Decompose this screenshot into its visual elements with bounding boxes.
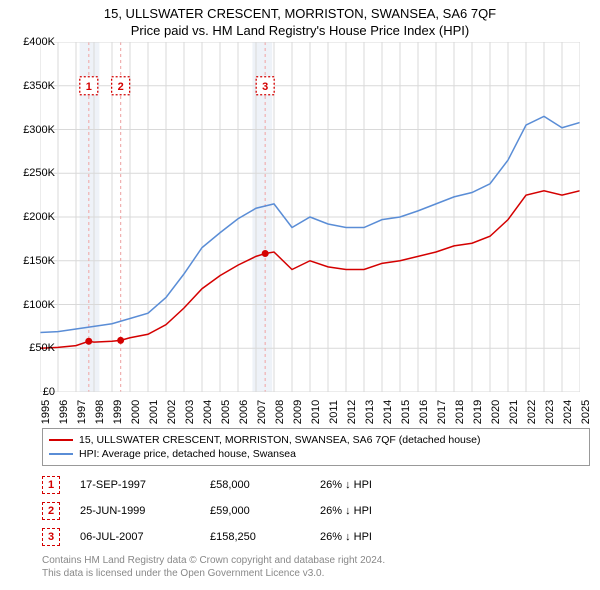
- sale-row: 3 06-JUL-2007 £158,250 26% ↓ HPI: [42, 524, 590, 550]
- svg-text:2: 2: [118, 81, 124, 93]
- chart-area: 123 £0£50K£100K£150K£200K£250K£300K£350K…: [40, 42, 600, 422]
- x-axis-tick-label: 2025: [580, 400, 592, 424]
- x-axis-tick-label: 1999: [112, 400, 124, 424]
- x-axis-tick-label: 2013: [364, 400, 376, 424]
- x-axis-tick-label: 2002: [166, 400, 178, 424]
- sale-vs-hpi: 26% ↓ HPI: [320, 479, 450, 491]
- x-axis-tick-label: 2020: [490, 400, 502, 424]
- x-axis-tick-label: 1995: [40, 400, 52, 424]
- sale-vs-hpi: 26% ↓ HPI: [320, 531, 450, 543]
- y-axis-tick-label: £400K: [23, 36, 55, 48]
- sale-marker-icon: 1: [42, 476, 60, 494]
- y-axis-tick-label: £200K: [23, 211, 55, 223]
- x-axis-tick-label: 2001: [148, 400, 160, 424]
- legend-swatch: [49, 453, 73, 455]
- sale-marker-icon: 3: [42, 528, 60, 546]
- sale-date: 25-JUN-1999: [80, 505, 190, 517]
- legend-item: HPI: Average price, detached house, Swan…: [49, 447, 583, 461]
- footer-attribution: Contains HM Land Registry data © Crown c…: [42, 554, 590, 580]
- x-axis-tick-label: 2009: [292, 400, 304, 424]
- x-axis-tick-label: 2024: [562, 400, 574, 424]
- legend-label: 15, ULLSWATER CRESCENT, MORRISTON, SWANS…: [79, 434, 480, 446]
- x-axis-tick-label: 1997: [76, 400, 88, 424]
- x-axis-tick-label: 2023: [544, 400, 556, 424]
- y-axis-tick-label: £0: [43, 386, 55, 398]
- legend-swatch: [49, 439, 73, 441]
- footer-line-1: Contains HM Land Registry data © Crown c…: [42, 554, 590, 567]
- y-axis-tick-label: £100K: [23, 299, 55, 311]
- sale-marker-icon: 2: [42, 502, 60, 520]
- x-axis-tick-label: 2019: [472, 400, 484, 424]
- sale-date: 06-JUL-2007: [80, 531, 190, 543]
- y-axis-tick-label: £150K: [23, 255, 55, 267]
- sale-vs-hpi: 26% ↓ HPI: [320, 505, 450, 517]
- chart-subtitle: Price paid vs. HM Land Registry's House …: [0, 21, 600, 42]
- y-axis-tick-label: £250K: [23, 167, 55, 179]
- sale-price: £59,000: [210, 505, 300, 517]
- legend-label: HPI: Average price, detached house, Swan…: [79, 448, 296, 460]
- x-axis-tick-label: 2000: [130, 400, 142, 424]
- y-axis-tick-label: £350K: [23, 80, 55, 92]
- x-axis-tick-label: 2011: [328, 400, 340, 424]
- legend-item: 15, ULLSWATER CRESCENT, MORRISTON, SWANS…: [49, 433, 583, 447]
- sales-table: 1 17-SEP-1997 £58,000 26% ↓ HPI 2 25-JUN…: [42, 472, 590, 550]
- x-axis-tick-label: 2021: [508, 400, 520, 424]
- x-axis-tick-label: 2016: [418, 400, 430, 424]
- legend: 15, ULLSWATER CRESCENT, MORRISTON, SWANS…: [42, 428, 590, 466]
- svg-text:1: 1: [86, 81, 92, 93]
- x-axis-tick-label: 1996: [58, 400, 70, 424]
- x-axis-tick-label: 2022: [526, 400, 538, 424]
- x-axis-tick-label: 2017: [436, 400, 448, 424]
- sale-row: 1 17-SEP-1997 £58,000 26% ↓ HPI: [42, 472, 590, 498]
- x-axis-tick-label: 2015: [400, 400, 412, 424]
- x-axis-tick-label: 2003: [184, 400, 196, 424]
- sale-price: £158,250: [210, 531, 300, 543]
- x-axis-tick-label: 2014: [382, 400, 394, 424]
- x-axis-tick-label: 2010: [310, 400, 322, 424]
- line-chart: 1 2 3: [40, 42, 580, 392]
- x-axis-tick-label: 2018: [454, 400, 466, 424]
- sale-date: 17-SEP-1997: [80, 479, 190, 491]
- x-axis-tick-label: 2007: [256, 400, 268, 424]
- footer-line-2: This data is licensed under the Open Gov…: [42, 567, 590, 580]
- svg-text:3: 3: [262, 81, 268, 93]
- x-axis-tick-label: 2004: [202, 400, 214, 424]
- y-axis-tick-label: £300K: [23, 124, 55, 136]
- y-axis-tick-label: £50K: [29, 342, 55, 354]
- chart-title: 15, ULLSWATER CRESCENT, MORRISTON, SWANS…: [0, 0, 600, 21]
- x-axis-tick-label: 1998: [94, 400, 106, 424]
- x-axis-tick-label: 2006: [238, 400, 250, 424]
- x-axis-tick-label: 2008: [274, 400, 286, 424]
- x-axis-tick-label: 2005: [220, 400, 232, 424]
- sale-price: £58,000: [210, 479, 300, 491]
- x-axis-tick-label: 2012: [346, 400, 358, 424]
- sale-row: 2 25-JUN-1999 £59,000 26% ↓ HPI: [42, 498, 590, 524]
